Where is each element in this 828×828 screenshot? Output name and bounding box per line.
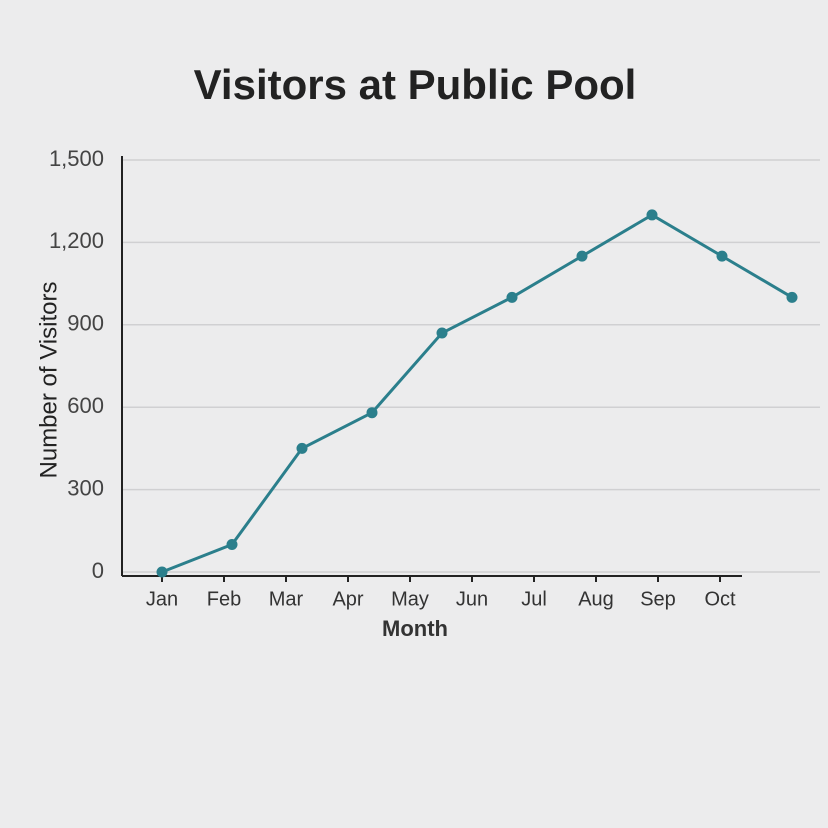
x-tick-label: Jul [521,588,547,610]
x-tick-label: Feb [207,588,241,610]
point [786,291,798,303]
y-tick-label: 0 [92,558,104,583]
point [506,291,518,303]
y-tick-label: 300 [67,475,104,500]
x-tick-label: Apr [332,588,363,610]
point [646,209,658,221]
point [296,442,308,454]
x-tick-label: Oct [704,588,736,610]
point [366,407,378,419]
x-axis-label: Month [382,616,448,641]
y-tick-label: 900 [67,311,104,336]
x-tick-label: Mar [269,588,304,610]
x-tick-label: Jan [146,588,178,610]
y-axis-label: Number of Visitors [35,282,62,479]
x-tick-label: Aug [578,588,614,610]
y-tick-label: 1,500 [49,146,104,171]
x-tick-label: Sep [640,588,676,610]
point [716,250,728,262]
y-tick-label: 600 [67,393,104,418]
point [156,566,168,578]
point [576,250,588,262]
y-tick-label: 1,200 [49,228,104,253]
x-tick-label: May [391,588,429,610]
line [161,213,793,574]
point [226,539,238,551]
x-tick-label: Jun [456,588,488,610]
chart-title: Visitors at Public Pool [194,61,637,108]
point [436,327,448,339]
